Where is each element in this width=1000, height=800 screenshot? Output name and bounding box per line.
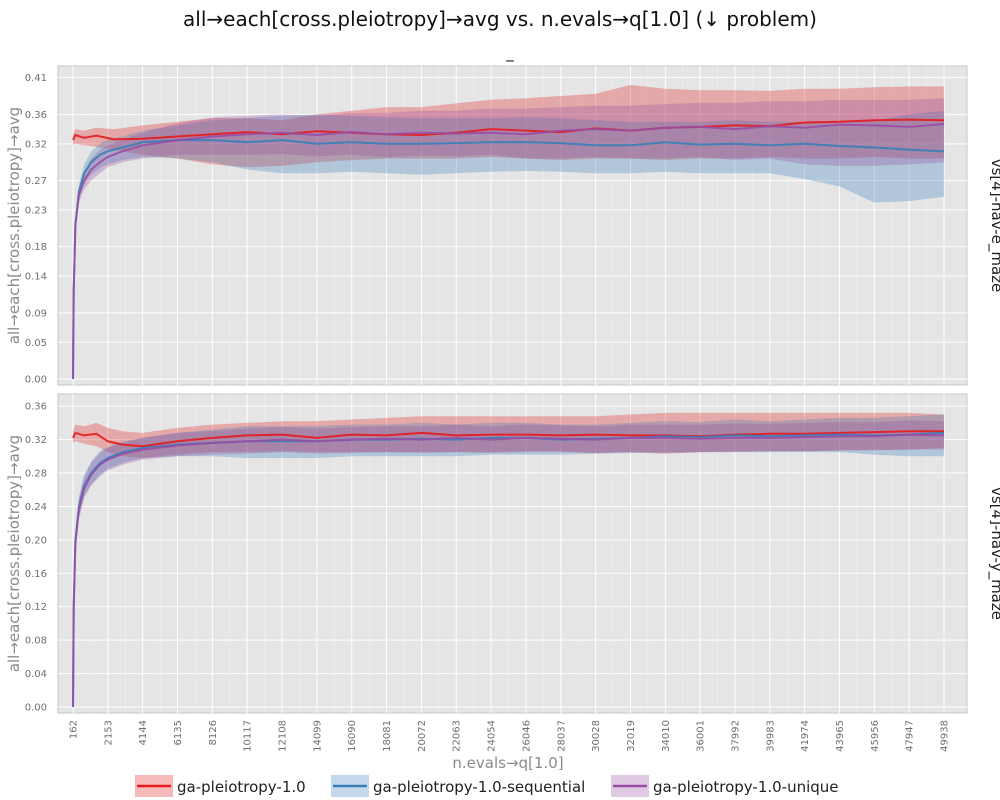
legend-item-3: ga-pleiotropy-1.0-unique	[611, 775, 839, 797]
x-tick-label: 6135	[173, 720, 184, 745]
x-tick-label: 16090	[347, 720, 358, 752]
y-tick-label: 0.16	[25, 569, 47, 580]
x-tick-label: 4144	[138, 720, 149, 745]
y-tick-label: 0.32	[25, 435, 47, 446]
y-tick-label: 0.05	[25, 338, 47, 349]
x-tick-label: 24054	[487, 720, 498, 752]
y-axis-title: all→each[cross.pleiotropy]→avg	[5, 107, 23, 344]
x-tick-label: 2153	[103, 720, 114, 745]
y-tick-label: 0.24	[25, 502, 47, 513]
x-tick-label: 36001	[696, 720, 707, 752]
facet-panel-1: 0.00 0.05 0.09 0.14 0.18 0.23 0.27 0.32 0.36 0.41…	[5, 65, 1000, 386]
legend-label: ga-pleiotropy-1.0-sequential	[373, 778, 585, 796]
x-tick-label: 26046	[521, 720, 532, 752]
facet-label: vs[4]-nav-e_maze	[987, 159, 1000, 293]
x-tick-label: 18081	[382, 720, 393, 752]
y-tick-label: 0.41	[25, 73, 47, 84]
y-tick-label: 0.14	[25, 272, 47, 283]
y-tick-label: 0.04	[25, 669, 47, 680]
x-tick-label: 47947	[905, 720, 916, 752]
series-line-1	[72, 430, 944, 448]
series-line-2	[72, 139, 945, 380]
x-tick-label: 43965	[835, 720, 846, 752]
x-tick-label: 22063	[452, 720, 463, 752]
y-tick-label: 0.09	[25, 308, 47, 319]
legend-item-1: ga-pleiotropy-1.0	[135, 775, 306, 797]
x-tick-label: 8126	[208, 720, 219, 745]
chart-title: all→each[cross.pleiotropy]→avg vs. n.eva…	[183, 7, 817, 31]
x-axis: 162 2153 4144 6135 8126 10117 12108 14099 16090 1…	[69, 720, 951, 752]
legend: ga-pleiotropy-1.0 ga-pleiotropy-1.0-seque…	[135, 775, 839, 797]
legend-label: ga-pleiotropy-1.0-unique	[653, 778, 839, 796]
facet-label: vs[4]-nav-y_maze	[987, 487, 1000, 620]
x-tick-label: 30028	[591, 720, 602, 752]
x-axis-title: n.evals→q[1.0]	[452, 754, 563, 772]
confidence-band-1	[73, 85, 944, 168]
x-tick-label: 20072	[417, 720, 428, 752]
y-tick-label: 0.18	[25, 242, 47, 253]
y-tick-label: 0.00	[25, 703, 47, 714]
y-tick-label: 0.12	[25, 602, 47, 613]
series-line-3	[72, 433, 945, 708]
y-tick-label: 0.00	[25, 375, 47, 386]
x-tick-label: 28037	[556, 720, 567, 752]
x-tick-label: 37992	[730, 720, 741, 752]
plot-background	[57, 65, 968, 386]
x-tick-label: 12108	[278, 720, 289, 752]
x-tick-label: 10117	[243, 720, 254, 752]
y-tick-label: 0.20	[25, 535, 47, 546]
confidence-band-3	[73, 98, 944, 380]
x-tick-label: 32019	[626, 720, 637, 752]
x-tick-label: 49938	[940, 720, 951, 752]
chart-subtitle: _	[505, 44, 514, 63]
facet-panels: 0.00 0.05 0.09 0.14 0.18 0.23 0.27 0.32 0.36 0.41…	[5, 65, 1000, 714]
facet-panel-2: 0.00 0.04 0.08 0.12 0.16 0.20 0.24 0.28 0.32 0.36…	[5, 393, 1000, 714]
y-tick-label: 0.36	[25, 110, 47, 121]
x-tick-label: 162	[69, 720, 80, 739]
x-tick-label: 14099	[312, 720, 323, 752]
series-line-3	[72, 123, 945, 380]
legend-label: ga-pleiotropy-1.0	[177, 778, 306, 796]
x-tick-label: 41974	[800, 720, 811, 752]
y-tick-label: 0.36	[25, 402, 47, 413]
y-tick-label: 0.27	[25, 176, 47, 187]
legend-item-2: ga-pleiotropy-1.0-sequential	[331, 775, 585, 797]
y-tick-label: 0.23	[25, 205, 47, 216]
confidence-band-3	[73, 420, 944, 707]
y-axis-title: all→each[cross.pleiotropy]→avg	[5, 435, 23, 672]
x-tick-label: 45956	[870, 720, 881, 752]
y-tick-label: 0.32	[25, 139, 47, 150]
x-tick-label: 39983	[765, 720, 776, 752]
x-tick-label: 34010	[661, 720, 672, 752]
y-tick-label: 0.08	[25, 636, 47, 647]
plot-background	[57, 393, 968, 714]
y-tick-label: 0.28	[25, 469, 47, 480]
